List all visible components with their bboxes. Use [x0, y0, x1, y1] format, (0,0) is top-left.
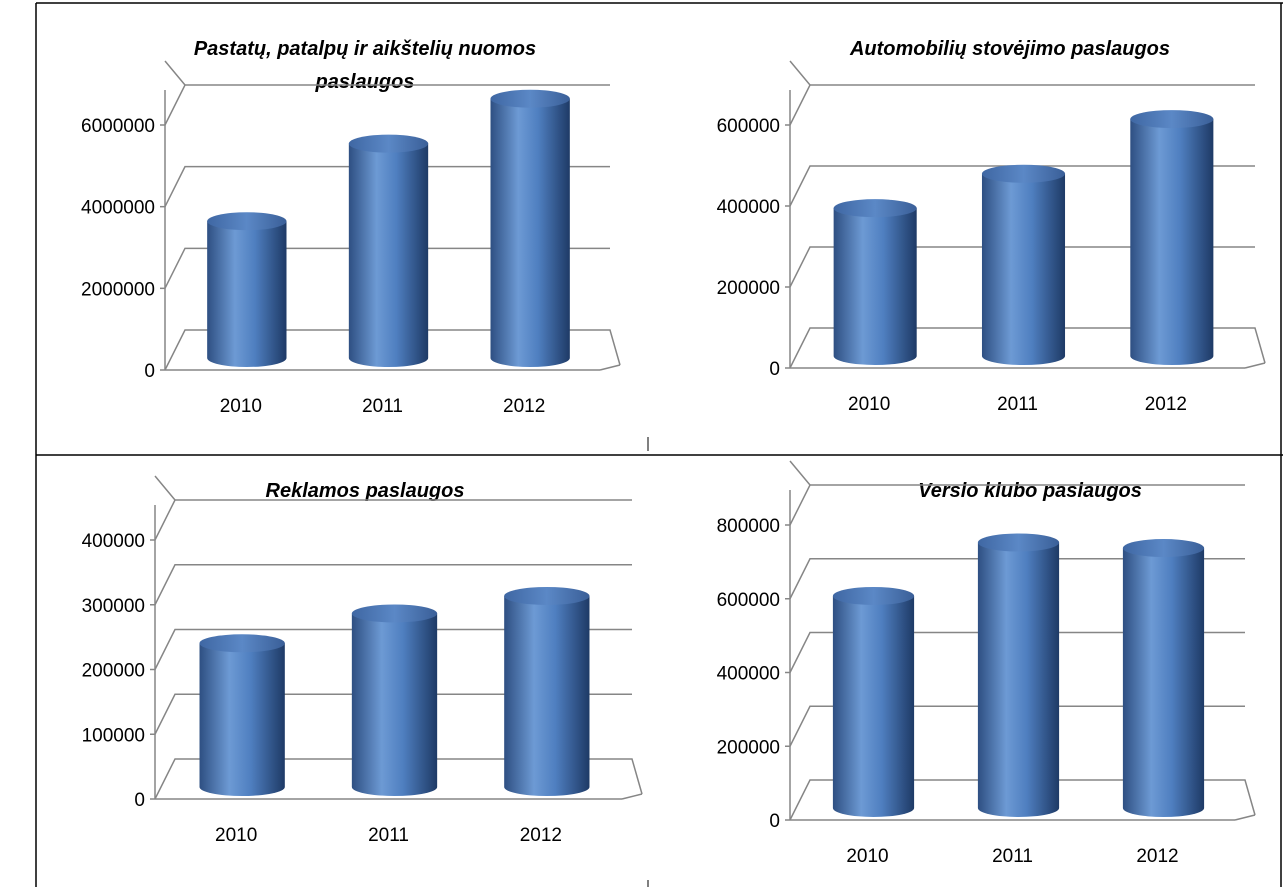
bar-top: [832, 586, 915, 605]
chart-title-line: Verslo klubo paslaugos: [918, 480, 1142, 502]
floor-back-edge: [789, 779, 1256, 821]
bar-body: [1122, 548, 1205, 817]
y-tick-label: 0: [769, 811, 780, 832]
y-tick-label: 800000: [717, 516, 780, 537]
floor-right-edge: [1234, 814, 1256, 821]
axis-top-edge: [789, 460, 811, 486]
gridline: [789, 705, 1245, 747]
gridline: [789, 558, 1245, 600]
x-tick-label: 2010: [846, 846, 888, 867]
y-tick-label: 200000: [717, 737, 780, 758]
gridline: [789, 484, 1245, 526]
x-tick-label: 2012: [1136, 846, 1178, 867]
y-tick-label: 400000: [717, 664, 780, 685]
y-tick-label: 600000: [717, 590, 780, 611]
bar-cylinder: [832, 586, 915, 817]
bar-cylinder: [977, 533, 1060, 817]
gridline: [789, 631, 1245, 673]
bar-cylinder: [1122, 539, 1205, 817]
bar-body: [977, 542, 1060, 817]
bar-body: [832, 595, 915, 817]
bar-top: [977, 533, 1060, 552]
x-tick-label: 2011: [992, 846, 1033, 867]
bar-top: [1122, 539, 1205, 558]
